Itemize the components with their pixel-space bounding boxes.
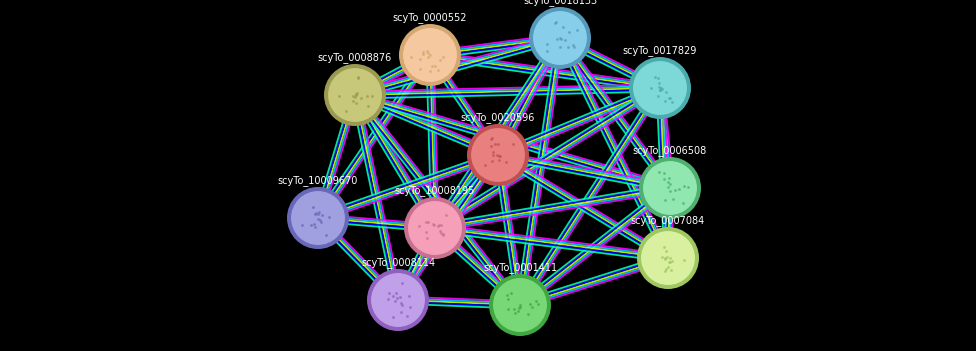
Text: scyTo_0006508: scyTo_0006508 (632, 145, 708, 156)
Circle shape (489, 274, 551, 336)
Text: scyTo_10009670: scyTo_10009670 (278, 175, 358, 186)
Text: scyTo_0000552: scyTo_0000552 (392, 12, 468, 23)
Circle shape (529, 7, 591, 69)
Circle shape (404, 197, 466, 259)
Circle shape (367, 269, 429, 331)
Text: scyTo_0017829: scyTo_0017829 (623, 45, 697, 56)
Circle shape (492, 277, 548, 333)
Text: scyTo_10008195: scyTo_10008195 (395, 185, 475, 196)
Circle shape (467, 124, 529, 186)
Text: scyTo_0008876: scyTo_0008876 (318, 52, 392, 63)
Circle shape (407, 200, 463, 256)
Circle shape (327, 67, 383, 123)
Text: scyTo_0001411: scyTo_0001411 (483, 262, 557, 273)
Circle shape (640, 230, 696, 286)
Circle shape (629, 57, 691, 119)
Circle shape (402, 27, 458, 83)
Text: scyTo_0018133: scyTo_0018133 (523, 0, 597, 6)
Text: scyTo_0007084: scyTo_0007084 (630, 215, 705, 226)
Circle shape (370, 272, 426, 328)
Circle shape (532, 10, 588, 66)
Text: scyTo_0008114: scyTo_0008114 (361, 257, 435, 268)
Circle shape (637, 227, 699, 289)
Circle shape (290, 190, 346, 246)
Circle shape (287, 187, 349, 249)
Circle shape (639, 157, 701, 219)
Circle shape (642, 160, 698, 216)
Circle shape (324, 64, 386, 126)
Circle shape (632, 60, 688, 116)
Circle shape (470, 127, 526, 183)
Text: scyTo_0020596: scyTo_0020596 (461, 112, 535, 123)
Circle shape (399, 24, 461, 86)
